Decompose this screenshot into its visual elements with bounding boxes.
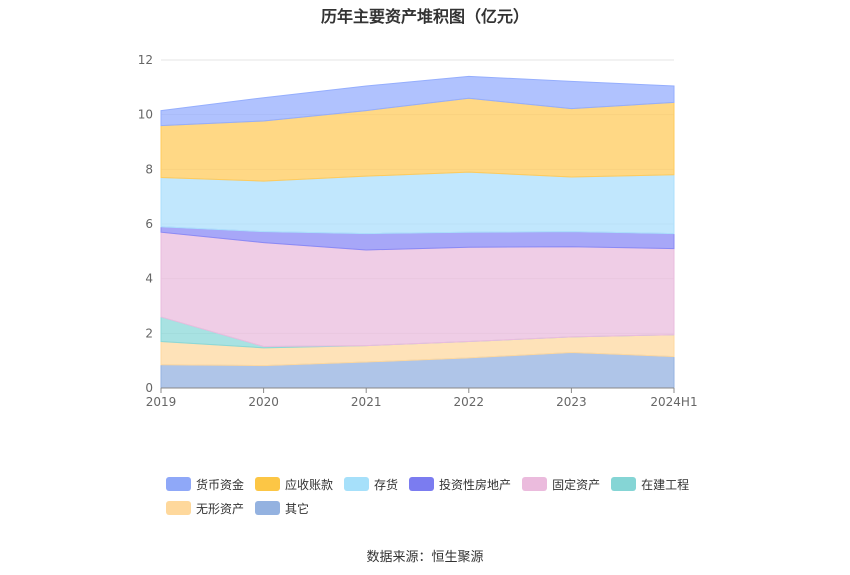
legend-swatch [255,501,281,515]
legend-swatch [166,501,191,515]
area-固定资产 [160,231,675,347]
area-存货 [160,171,675,235]
y-tick-label: 4 [145,272,153,286]
legend-item[interactable]: 固定资产 [522,476,600,493]
legend-item[interactable]: 投资性房地产 [409,476,511,493]
legend-label: 存货 [374,477,399,492]
legend-label: 在建工程 [641,477,690,492]
legend-item[interactable]: 无形资产 [166,500,244,517]
legend-label: 货币资金 [196,477,245,492]
legend-item[interactable]: 其它 [255,500,309,517]
legend-row-1: 货币资金 应收账款 存货 投资性房地产 固定资产 在建工程 [166,472,726,496]
y-tick-label: 10 [138,108,153,122]
chart-title: 历年主要资产堆积图（亿元） [320,7,529,26]
y-tick-label: 8 [145,162,153,176]
legend: 货币资金 应收账款 存货 投资性房地产 固定资产 在建工程 无形资产 [166,472,726,520]
data-source: 数据来源：恒生聚源 [366,550,484,565]
y-tick-label: 2 [145,326,153,340]
y-tick-label: 0 [145,381,153,395]
legend-label: 无形资产 [196,501,245,516]
legend-swatch [611,477,637,491]
y-tick-label: 6 [145,217,153,231]
area-货币资金 [160,75,675,127]
y-tick-label: 12 [138,53,153,67]
legend-item[interactable]: 存货 [344,476,398,493]
legend-label: 其它 [285,501,310,516]
x-tick-label: 2024H1 [650,395,697,409]
x-tick-label: 2020 [248,395,279,409]
legend-label: 固定资产 [552,477,601,492]
axes: 0 2 4 6 8 10 12 2019 2020 2021 2022 2023 2024H1 [138,53,698,409]
legend-swatch [166,477,191,491]
legend-item[interactable]: 货币资金 [166,476,244,493]
x-tick-label: 2023 [556,395,587,409]
legend-swatch [522,477,548,491]
legend-item[interactable]: 在建工程 [611,476,689,493]
legend-item[interactable]: 应收账款 [255,476,333,493]
legend-row-2: 无形资产 其它 [166,496,726,520]
x-tick-label: 2022 [454,395,485,409]
legend-label: 投资性房地产 [439,477,512,492]
x-tick-label: 2019 [146,395,177,409]
area-series [160,75,675,389]
legend-swatch [344,477,370,491]
stacked-area-chart: 0 2 4 6 8 10 12 2019 2020 2021 2022 2023 2024H1 [138,53,698,409]
legend-swatch [409,477,435,491]
legend-label: 应收账款 [285,477,334,492]
x-tick-label: 2021 [351,395,382,409]
legend-swatch [255,477,281,491]
